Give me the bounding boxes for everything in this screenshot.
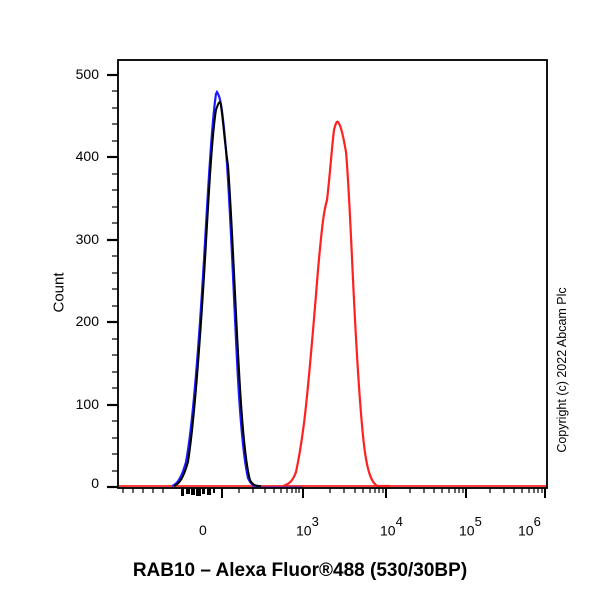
x-axis-label: RAB10 – Alexa Fluor®488 (530/30BP) xyxy=(132,560,468,581)
x-tick-exp: 5 xyxy=(474,514,482,529)
x-tick-label-1e5: 105 xyxy=(459,514,482,539)
x-tick-base: 10 xyxy=(380,522,396,539)
x-tick-base: 10 xyxy=(459,522,475,539)
copyright-notice: Copyright (c) 2022 Abcam Plc xyxy=(555,287,569,453)
y-axis-ticks xyxy=(107,73,118,489)
y-axis-label: Count xyxy=(50,272,68,313)
x-axis-ticks xyxy=(122,488,546,498)
x-tick-base: 10 xyxy=(296,522,312,539)
series-blue-control xyxy=(171,89,259,488)
x-tick-base: 10 xyxy=(518,522,534,539)
x-tick-exp: 4 xyxy=(395,514,403,529)
series-red-rab10 xyxy=(282,120,390,488)
x-tick-label-1e4: 104 xyxy=(380,514,403,539)
x-tick-label-0: 0 xyxy=(199,522,207,538)
y-tick-label-400: 400 xyxy=(75,148,99,164)
plot-frame xyxy=(117,59,548,489)
x-tick-label-1e6: 106 xyxy=(518,514,541,539)
y-tick-label-0: 0 xyxy=(91,475,99,491)
y-tick-label-200: 200 xyxy=(75,313,99,329)
x-tick-exp: 3 xyxy=(311,514,319,529)
y-tick-label-500: 500 xyxy=(75,66,99,82)
x-tick-exp: 6 xyxy=(533,514,541,529)
x-tick-label-1e3: 103 xyxy=(296,514,319,539)
y-tick-label-300: 300 xyxy=(75,231,99,247)
series-black-control xyxy=(173,100,262,487)
y-tick-label-100: 100 xyxy=(75,396,99,412)
